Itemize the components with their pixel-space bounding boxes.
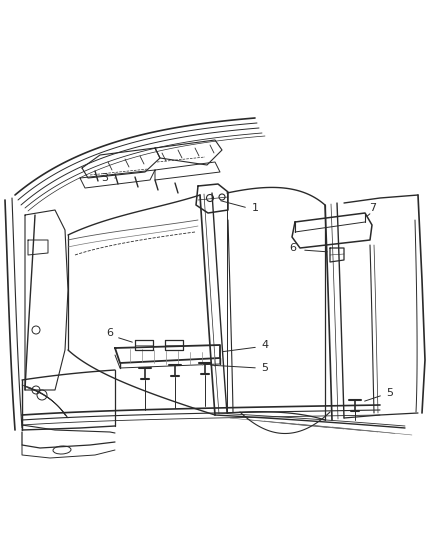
Text: 6: 6 xyxy=(290,243,297,253)
Text: 1: 1 xyxy=(251,203,258,213)
Text: 5: 5 xyxy=(386,388,393,398)
Text: 5: 5 xyxy=(261,363,268,373)
Text: 6: 6 xyxy=(106,328,113,338)
Text: 3: 3 xyxy=(102,173,109,183)
Text: 7: 7 xyxy=(369,203,377,213)
Text: 4: 4 xyxy=(261,340,268,350)
